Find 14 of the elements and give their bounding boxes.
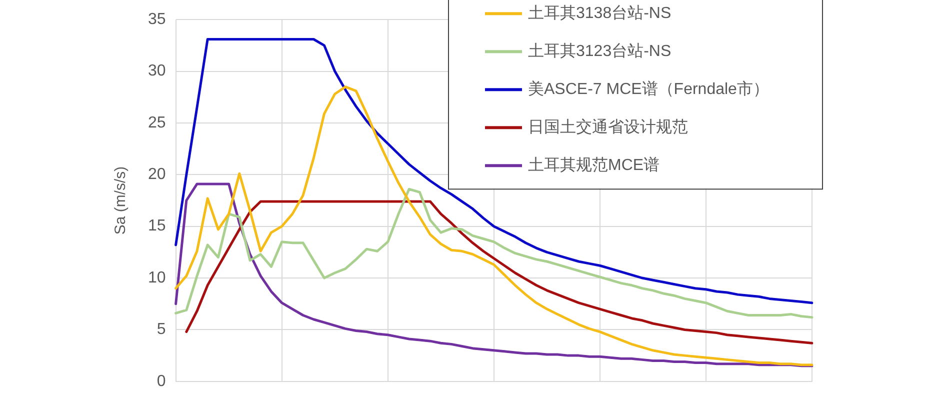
y-tick-label: 35 [148,11,166,28]
y-tick-label: 0 [156,372,166,390]
y-tick-label: 30 [148,62,166,80]
y-tick-label: 20 [148,166,166,184]
legend-label: 美ASCE-7 MCE谱（Ferndale市） [528,80,769,98]
legend-label: 土耳其3123台站-NS [528,42,672,60]
y-tick-label: 5 [156,321,166,338]
y-tick-label: 15 [148,218,166,235]
y-axis-title: Sa (m/s/s) [112,166,130,235]
legend-label: 土耳其3138台站-NS [528,4,672,22]
y-tick-label: 10 [148,269,166,286]
y-tick-label: 25 [148,114,166,132]
legend-label: 土耳其规范MCE谱 [528,156,660,174]
legend-label: 日国土交通省设计规范 [528,118,688,136]
